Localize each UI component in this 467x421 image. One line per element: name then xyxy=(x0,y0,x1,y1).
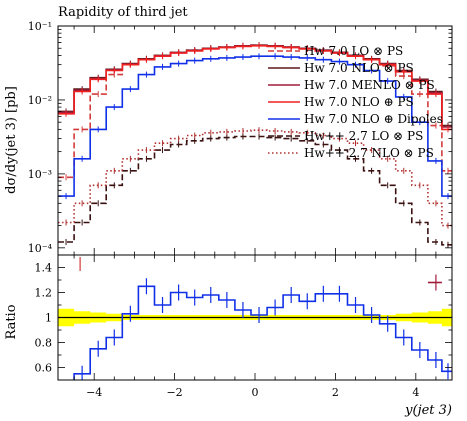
y-tick-label-ratio: 0.6 xyxy=(35,362,53,375)
x-axis-label: y(jet 3) xyxy=(404,403,452,418)
main-series-group xyxy=(58,42,452,248)
series-line-6 xyxy=(58,129,452,227)
x-tick-label: 0 xyxy=(252,386,259,399)
x-tick-label: 4 xyxy=(412,386,419,399)
legend-label-3: Hw 7.0 NLO ⊕ PS xyxy=(304,95,414,109)
legend-label-0: Hw 7.0 LO ⊗ PS xyxy=(304,44,403,58)
x-tick-label: 2 xyxy=(332,386,339,399)
legend-label-6: Hw++ 2.7 NLO ⊗ PS xyxy=(304,146,434,160)
y-tick-label-main: 10⁻³ xyxy=(28,168,52,181)
legend-label-4: Hw 7.0 NLO ⊕ Dipoles xyxy=(304,112,443,126)
y-tick-label-main: 10⁻⁴ xyxy=(28,242,53,255)
legend: Hw 7.0 LO ⊗ PS Hw 7.0 NLO ⊗ PS Hw 7.0 MENL… xyxy=(268,44,443,160)
y-tick-label-main: 10⁻¹ xyxy=(28,20,52,33)
y-axis-label-main: dσ/dy(jet 3) [pb] xyxy=(4,86,19,194)
y-tick-label-ratio: 1 xyxy=(45,312,52,325)
y-axis-label-ratio: Ratio xyxy=(4,304,19,339)
x-tick-label: −4 xyxy=(86,386,102,399)
chart-title: Rapidity of third jet xyxy=(58,5,188,20)
y-tick-label-ratio: 1.2 xyxy=(35,287,53,300)
series-line-4 xyxy=(58,55,452,197)
x-tick-label: −2 xyxy=(166,386,182,399)
y-tick-label-ratio: 1.4 xyxy=(35,262,53,275)
main-panel: 10⁻¹ 10⁻² 10⁻³ 10⁻⁴ xyxy=(28,20,453,256)
ratio-series-group xyxy=(58,257,452,380)
legend-label-1: Hw 7.0 NLO ⊗ PS xyxy=(304,61,414,75)
y-tick-label-main: 10⁻² xyxy=(28,94,52,107)
ratio-series-line-0 xyxy=(73,285,452,380)
legend-label-5: Hw++ 2.7 LO ⊗ PS xyxy=(304,129,423,143)
legend-label-2: Hw 7.0 MENLO ⊗ PS xyxy=(304,78,435,92)
y-tick-label-ratio: 0.8 xyxy=(35,337,53,350)
ratio-panel: 0.6 0.8 1 1.2 1.4 −4 −2 0 2 4 xyxy=(35,254,453,399)
